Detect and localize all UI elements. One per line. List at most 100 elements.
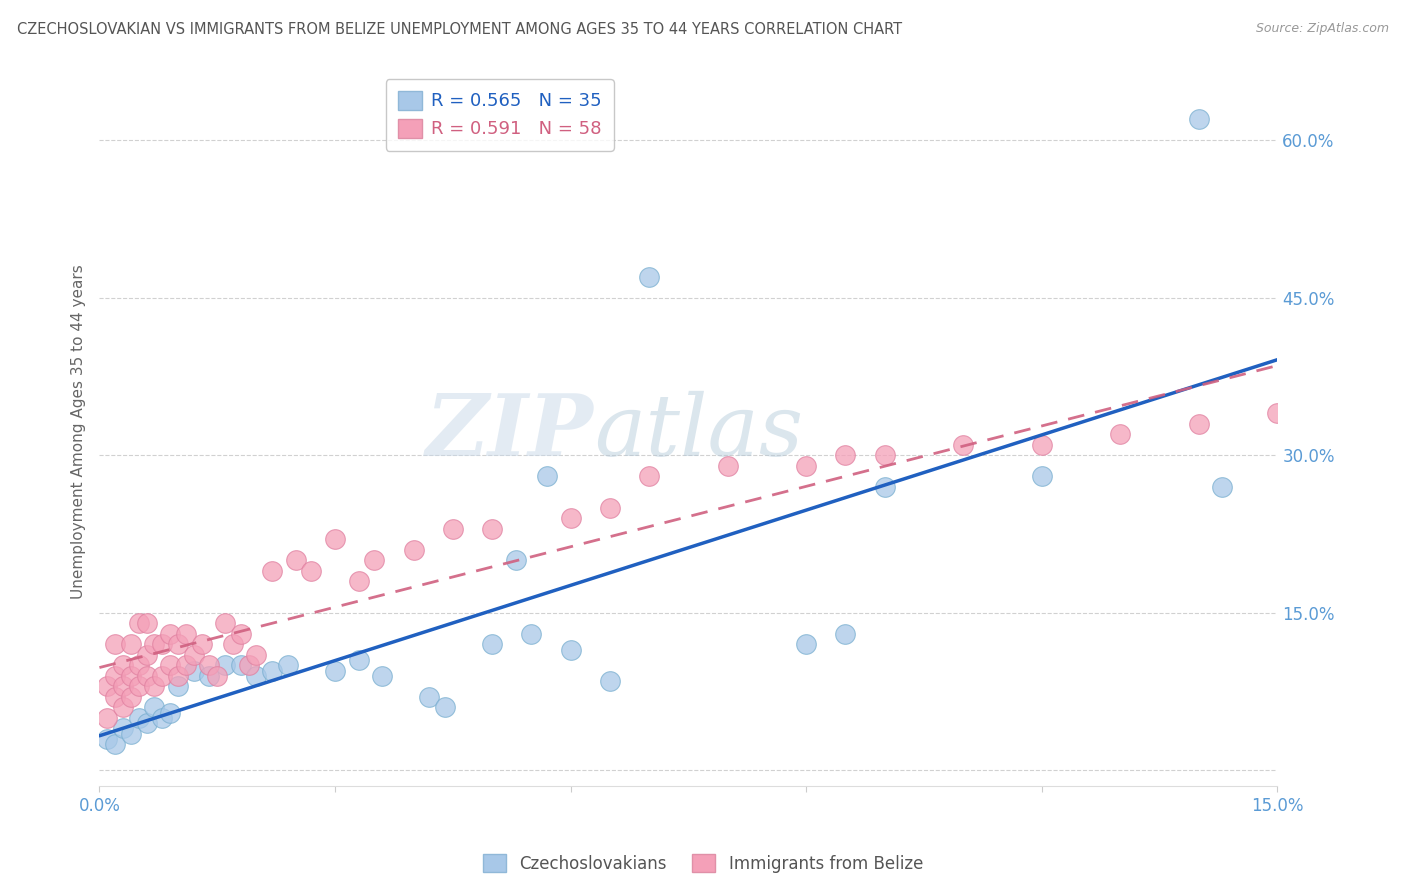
Point (150, 669, 173, 683)
Point (505, 553, 527, 567)
Text: CZECHOSLOVAKIAN VS IMMIGRANTS FROM BELIZE UNEMPLOYMENT AMONG AGES 35 TO 44 YEARS: CZECHOSLOVAKIAN VS IMMIGRANTS FROM BELIZ… (17, 22, 903, 37)
Point (159, 627, 181, 641)
Point (190, 637, 212, 651)
Point (96, 680, 118, 694)
Point (104, 690, 127, 704)
Point (599, 674, 621, 689)
Point (183, 664, 205, 678)
Point (167, 669, 190, 683)
Point (135, 716, 157, 731)
Point (207, 669, 229, 683)
Point (159, 658, 181, 673)
Point (111, 722, 134, 736)
Point (174, 658, 197, 673)
Point (111, 680, 134, 694)
Point (135, 669, 157, 683)
Point (277, 658, 299, 673)
Text: ZIP: ZIP (426, 390, 595, 474)
Point (1031, 438, 1053, 452)
Point (638, 269, 661, 284)
Point (262, 564, 284, 578)
Point (150, 637, 173, 651)
Point (402, 542, 425, 557)
Point (238, 658, 260, 673)
Point (441, 522, 464, 536)
Point (418, 690, 440, 704)
Point (111, 658, 134, 673)
Point (1188, 112, 1211, 127)
Point (198, 669, 221, 683)
Point (481, 522, 503, 536)
Point (560, 511, 582, 525)
Point (794, 458, 817, 473)
Point (245, 648, 267, 662)
Point (323, 664, 346, 678)
Point (536, 469, 558, 483)
Text: Source: ZipAtlas.com: Source: ZipAtlas.com (1256, 22, 1389, 36)
Point (520, 627, 543, 641)
Point (111, 700, 134, 714)
Point (245, 669, 267, 683)
Point (347, 574, 370, 589)
Point (198, 658, 221, 673)
Point (262, 664, 284, 678)
Point (1305, 391, 1327, 405)
Point (135, 648, 157, 662)
Point (214, 616, 236, 631)
Point (96, 711, 118, 725)
Point (638, 469, 661, 483)
Point (120, 690, 142, 704)
Point (599, 500, 621, 515)
Point (560, 642, 582, 657)
Point (834, 449, 856, 463)
Point (794, 637, 817, 651)
Point (135, 616, 157, 631)
Point (1109, 427, 1132, 442)
Point (104, 737, 127, 751)
Point (717, 458, 740, 473)
Point (120, 726, 142, 740)
Point (834, 627, 856, 641)
Point (301, 564, 323, 578)
Point (104, 669, 127, 683)
Point (1188, 417, 1211, 431)
Point (284, 553, 307, 567)
Point (104, 637, 127, 651)
Point (952, 438, 974, 452)
Point (183, 648, 205, 662)
Point (229, 658, 252, 673)
Point (128, 658, 150, 673)
Text: atlas: atlas (595, 391, 803, 473)
Point (323, 533, 346, 547)
Point (222, 637, 245, 651)
Point (159, 706, 181, 720)
Point (128, 711, 150, 725)
Legend: R = 0.565   N = 35, R = 0.591   N = 58: R = 0.565 N = 35, R = 0.591 N = 58 (387, 79, 614, 151)
Point (214, 658, 236, 673)
Point (371, 669, 394, 683)
Point (1267, 406, 1289, 420)
Point (120, 669, 142, 683)
Y-axis label: Unemployment Among Ages 35 to 44 years: Unemployment Among Ages 35 to 44 years (72, 264, 86, 599)
Point (96, 731, 118, 746)
Point (167, 637, 190, 651)
Point (143, 700, 166, 714)
Point (143, 680, 166, 694)
Point (481, 637, 503, 651)
Point (128, 680, 150, 694)
Point (433, 700, 456, 714)
Legend: Czechoslovakians, Immigrants from Belize: Czechoslovakians, Immigrants from Belize (477, 847, 929, 880)
Point (873, 449, 896, 463)
Point (347, 653, 370, 667)
Point (174, 627, 197, 641)
Point (150, 711, 173, 725)
Point (363, 553, 385, 567)
Point (128, 616, 150, 631)
Point (229, 627, 252, 641)
Point (1031, 469, 1053, 483)
Point (873, 480, 896, 494)
Point (1211, 480, 1233, 494)
Point (167, 680, 190, 694)
Point (120, 637, 142, 651)
Point (143, 637, 166, 651)
